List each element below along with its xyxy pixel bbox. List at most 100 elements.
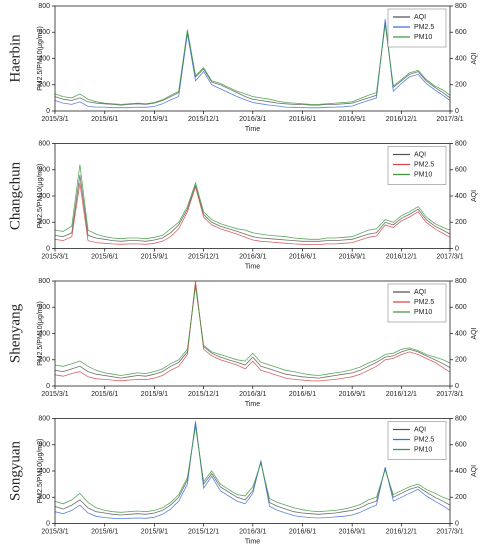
y-axis-label: PM2.5/PM10(μg/m3) (37, 26, 44, 91)
x-tick-label: 2015/3/1 (41, 116, 68, 123)
y2-tick-label: 600 (455, 304, 467, 311)
x-tick-label: 2016/3/1 (239, 528, 266, 535)
x-tick-label: 2015/9/1 (141, 391, 168, 398)
y-tick-label: 600 (38, 29, 50, 36)
series-line (54, 286, 451, 376)
y2-tick-label: 800 (455, 415, 467, 422)
legend-label: PM10 (414, 309, 432, 316)
y-tick-label: 600 (38, 304, 50, 311)
x-tick-label: 2016/6/1 (289, 391, 316, 398)
y-tick-label: 400 (38, 55, 50, 62)
x-tick-label: 2016/3/1 (239, 391, 266, 398)
y-tick-label: 800 (38, 140, 50, 147)
y2-tick-label: 0 (455, 245, 459, 252)
legend-label: PM2.5 (414, 161, 434, 168)
x-tick-label: 2016/9/1 (339, 391, 366, 398)
y2-tick-label: 0 (455, 383, 459, 390)
series-line (54, 19, 451, 109)
x-tick-label: 2016/6/1 (289, 116, 316, 123)
y-axis-label: PM2.5/PM10(μg/m3) (37, 301, 44, 366)
legend-label: AQI (414, 151, 426, 158)
series-line (54, 24, 451, 105)
series-line (54, 280, 451, 382)
x-tick-label: 2017/3/1 (436, 253, 463, 260)
series-line (54, 421, 451, 519)
x-tick-label: 2016/6/1 (289, 528, 316, 535)
y2-tick-label: 600 (455, 167, 467, 174)
y-tick-label: 200 (38, 494, 50, 501)
y-tick-label: 600 (38, 167, 50, 174)
x-tick-label: 2016/9/1 (339, 116, 366, 123)
legend-box (387, 8, 447, 48)
y-tick-label: 200 (38, 219, 50, 226)
y-tick-label: 0 (46, 108, 50, 115)
legend-label: PM2.5 (414, 299, 434, 306)
legend-label: PM2.5 (414, 24, 434, 31)
y2-axis-label: AQI (471, 190, 478, 202)
y-axis-label: PM2.5/PM10(μg/m3) (37, 439, 44, 504)
y2-tick-label: 800 (455, 3, 467, 10)
x-tick-label: 2016/9/1 (339, 253, 366, 260)
x-tick-label: 2017/3/1 (436, 116, 463, 123)
x-axis-label: Time (245, 401, 260, 408)
y2-tick-label: 200 (455, 357, 467, 364)
x-axis-label: Time (245, 126, 260, 133)
x-tick-label: 2016/9/1 (339, 528, 366, 535)
x-tick-label: 2015/9/1 (141, 253, 168, 260)
y2-tick-label: 600 (455, 29, 467, 36)
y2-axis-label: AQI (471, 465, 478, 477)
y-tick-label: 400 (38, 193, 50, 200)
legend-label: AQI (414, 14, 426, 21)
x-tick-label: 2015/9/1 (141, 116, 168, 123)
x-tick-label: 2016/12/1 (386, 528, 417, 535)
y2-tick-label: 200 (455, 219, 467, 226)
y-tick-label: 800 (38, 278, 50, 285)
x-tick-label: 2015/3/1 (41, 391, 68, 398)
x-axis-label: Time (245, 538, 260, 545)
series-line (54, 283, 451, 379)
x-tick-label: 2015/12/1 (188, 253, 219, 260)
x-tick-label: 2015/6/1 (91, 116, 118, 123)
y2-tick-label: 0 (455, 520, 459, 527)
y2-tick-label: 400 (455, 330, 467, 337)
legend-label: PM10 (414, 34, 432, 41)
legend-label: PM10 (414, 171, 432, 178)
x-tick-label: 2016/3/1 (239, 253, 266, 260)
y2-tick-label: 200 (455, 494, 467, 501)
chart-title: Changchun (7, 161, 23, 230)
chart-title: Songyuan (7, 441, 23, 502)
x-axis-label: Time (245, 263, 260, 270)
legend-label: PM2.5 (414, 436, 434, 443)
x-tick-label: 2016/12/1 (386, 391, 417, 398)
y-tick-label: 800 (38, 3, 50, 10)
x-tick-label: 2015/12/1 (188, 391, 219, 398)
series-line (54, 174, 451, 242)
x-tick-label: 2017/3/1 (436, 528, 463, 535)
y2-tick-label: 400 (455, 468, 467, 475)
y2-tick-label: 600 (455, 442, 467, 449)
x-tick-label: 2015/6/1 (91, 391, 118, 398)
y2-tick-label: 0 (455, 108, 459, 115)
y2-tick-label: 400 (455, 55, 467, 62)
y-tick-label: 800 (38, 415, 50, 422)
y2-tick-label: 800 (455, 140, 467, 147)
y-tick-label: 200 (38, 82, 50, 89)
y2-axis-label: AQI (471, 327, 478, 339)
x-tick-label: 2017/3/1 (436, 391, 463, 398)
legend-box (387, 146, 447, 185)
x-tick-label: 2016/12/1 (386, 116, 417, 123)
x-tick-label: 2015/12/1 (188, 116, 219, 123)
series-line (54, 426, 451, 513)
legend-label: AQI (414, 289, 426, 296)
y-tick-label: 0 (46, 520, 50, 527)
y-tick-label: 0 (46, 383, 50, 390)
legend-box (387, 283, 447, 323)
x-tick-label: 2015/3/1 (41, 528, 68, 535)
y2-axis-label: AQI (471, 52, 478, 64)
y2-tick-label: 800 (455, 278, 467, 285)
x-tick-label: 2015/9/1 (141, 528, 168, 535)
y-tick-label: 600 (38, 442, 50, 449)
x-tick-label: 2015/6/1 (91, 253, 118, 260)
series-line (54, 182, 451, 246)
